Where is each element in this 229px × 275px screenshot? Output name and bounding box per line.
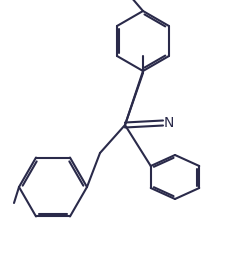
Text: N: N [163, 116, 174, 130]
